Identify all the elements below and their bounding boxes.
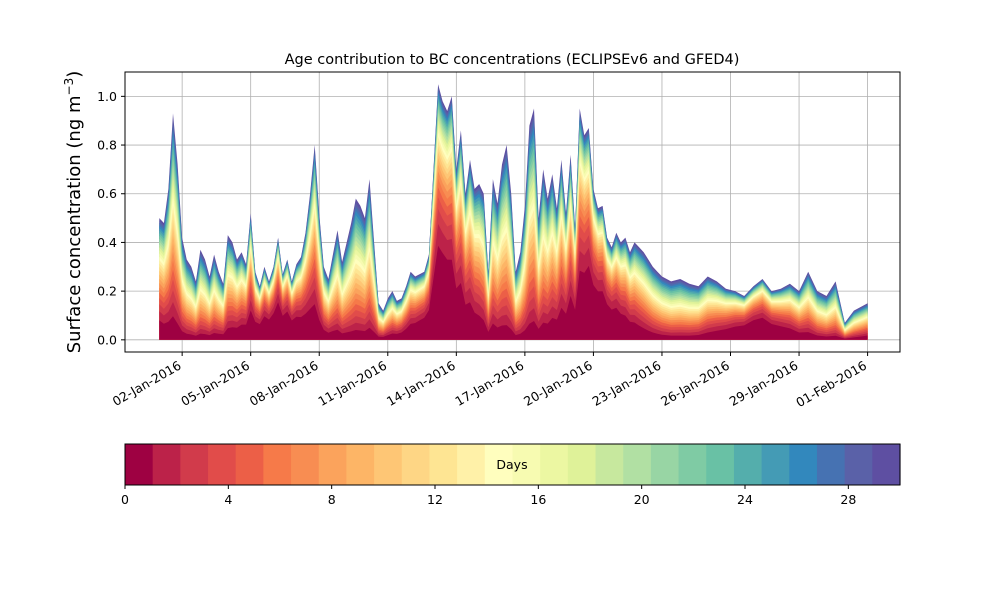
colorbar-swatch-15 bbox=[540, 444, 569, 485]
colorbar-swatches bbox=[125, 444, 901, 485]
colorbar-swatch-0 bbox=[125, 444, 154, 485]
colorbar-swatch-12 bbox=[457, 444, 486, 485]
colorbar-tick-label-3: 12 bbox=[427, 492, 443, 507]
colorbar-tick-label-1: 4 bbox=[224, 492, 232, 507]
colorbar-swatch-8 bbox=[346, 444, 375, 485]
colorbar-swatch-5 bbox=[263, 444, 292, 485]
y-axis-label-sup: −3 bbox=[62, 78, 76, 96]
y-tick-label-3: 0.6 bbox=[97, 186, 117, 201]
colorbar-label: Days bbox=[496, 457, 527, 472]
colorbar-swatch-24 bbox=[789, 444, 818, 485]
colorbar-swatch-22 bbox=[733, 444, 763, 485]
colorbar-frame bbox=[124, 443, 901, 486]
colorbar-swatch-21 bbox=[706, 444, 735, 485]
area-layer-0 bbox=[159, 245, 868, 340]
y-axis-label-text: Surface concentration (ng m bbox=[64, 95, 85, 353]
colorbar-swatch-1 bbox=[152, 444, 181, 485]
colorbar-swatch-17 bbox=[595, 444, 624, 485]
colorbar-tick-label-5: 20 bbox=[634, 492, 650, 507]
y-tick-label-1: 0.2 bbox=[97, 284, 117, 299]
colorbar-swatch-18 bbox=[623, 444, 652, 485]
x-tick-label-4: 14-Jan-2016 bbox=[384, 358, 458, 409]
colorbar-swatch-6 bbox=[291, 444, 320, 485]
y-tick-label-5: 1.0 bbox=[97, 89, 117, 104]
x-tick-label-2: 08-Jan-2016 bbox=[247, 358, 321, 409]
colorbar-swatch-9 bbox=[374, 444, 403, 485]
x-tick-label-0: 02-Jan-2016 bbox=[110, 358, 184, 409]
x-tick-label-1: 05-Jan-2016 bbox=[178, 358, 252, 409]
colorbar-tick-label-4: 16 bbox=[530, 492, 546, 507]
x-tick-label-7: 23-Jan-2016 bbox=[590, 358, 664, 409]
y-axis-ticks: 0.0 0.2 0.4 0.6 0.8 1.0 bbox=[97, 89, 125, 347]
colorbar-swatch-16 bbox=[567, 444, 597, 485]
colorbar-swatch-11 bbox=[429, 444, 458, 485]
colorbar-swatch-7 bbox=[318, 444, 348, 485]
colorbar-swatch-27 bbox=[872, 444, 901, 485]
x-axis-ticks: 02-Jan-201605-Jan-201608-Jan-201611-Jan-… bbox=[110, 352, 869, 410]
y-axis-label-close: ) bbox=[64, 71, 85, 78]
colorbar-swatch-2 bbox=[180, 444, 209, 485]
plot-frame bbox=[124, 71, 901, 353]
colorbar-swatch-26 bbox=[844, 444, 873, 485]
colorbar-swatch-19 bbox=[650, 444, 680, 485]
area-layer-8 bbox=[159, 158, 868, 340]
colorbar: Days 0 4 8 12 16 20 24 28 bbox=[121, 443, 901, 507]
colorbar-tick-label-2: 8 bbox=[328, 492, 336, 507]
colorbar-swatch-3 bbox=[208, 444, 237, 485]
colorbar-ticks: 0 4 8 12 16 20 24 28 bbox=[121, 485, 856, 507]
y-tick-label-4: 0.8 bbox=[97, 138, 117, 153]
colorbar-tick-label-6: 24 bbox=[737, 492, 753, 507]
plot-area: 0.0 0.2 0.4 0.6 0.8 1.0 02-Jan-201605-Jan-201… bbox=[97, 71, 901, 410]
x-tick-label-10: 01-Feb-2016 bbox=[793, 358, 869, 410]
stacked-areas bbox=[159, 84, 868, 340]
y-tick-label-2: 0.4 bbox=[97, 235, 117, 250]
x-tick-label-3: 11-Jan-2016 bbox=[315, 358, 389, 409]
colorbar-swatch-14 bbox=[512, 444, 541, 485]
y-tick-label-0: 0.0 bbox=[97, 332, 117, 347]
y-axis-label: Surface concentration (ng m−3) bbox=[62, 71, 85, 354]
x-tick-label-9: 29-Jan-2016 bbox=[727, 358, 801, 409]
colorbar-swatch-20 bbox=[678, 444, 707, 485]
x-tick-label-6: 20-Jan-2016 bbox=[521, 358, 595, 409]
colorbar-tick-label-7: 28 bbox=[840, 492, 856, 507]
colorbar-swatch-23 bbox=[761, 444, 790, 485]
colorbar-swatch-25 bbox=[816, 444, 846, 485]
colorbar-swatch-13 bbox=[484, 444, 514, 485]
colorbar-tick-label-0: 0 bbox=[121, 492, 129, 507]
colorbar-swatch-4 bbox=[235, 444, 264, 485]
chart-title: Age contribution to BC concentrations (E… bbox=[285, 52, 740, 68]
x-tick-label-5: 17-Jan-2016 bbox=[452, 358, 526, 409]
x-tick-label-8: 26-Jan-2016 bbox=[658, 358, 732, 409]
area-layer-9 bbox=[159, 152, 868, 340]
colorbar-swatch-10 bbox=[401, 444, 431, 485]
